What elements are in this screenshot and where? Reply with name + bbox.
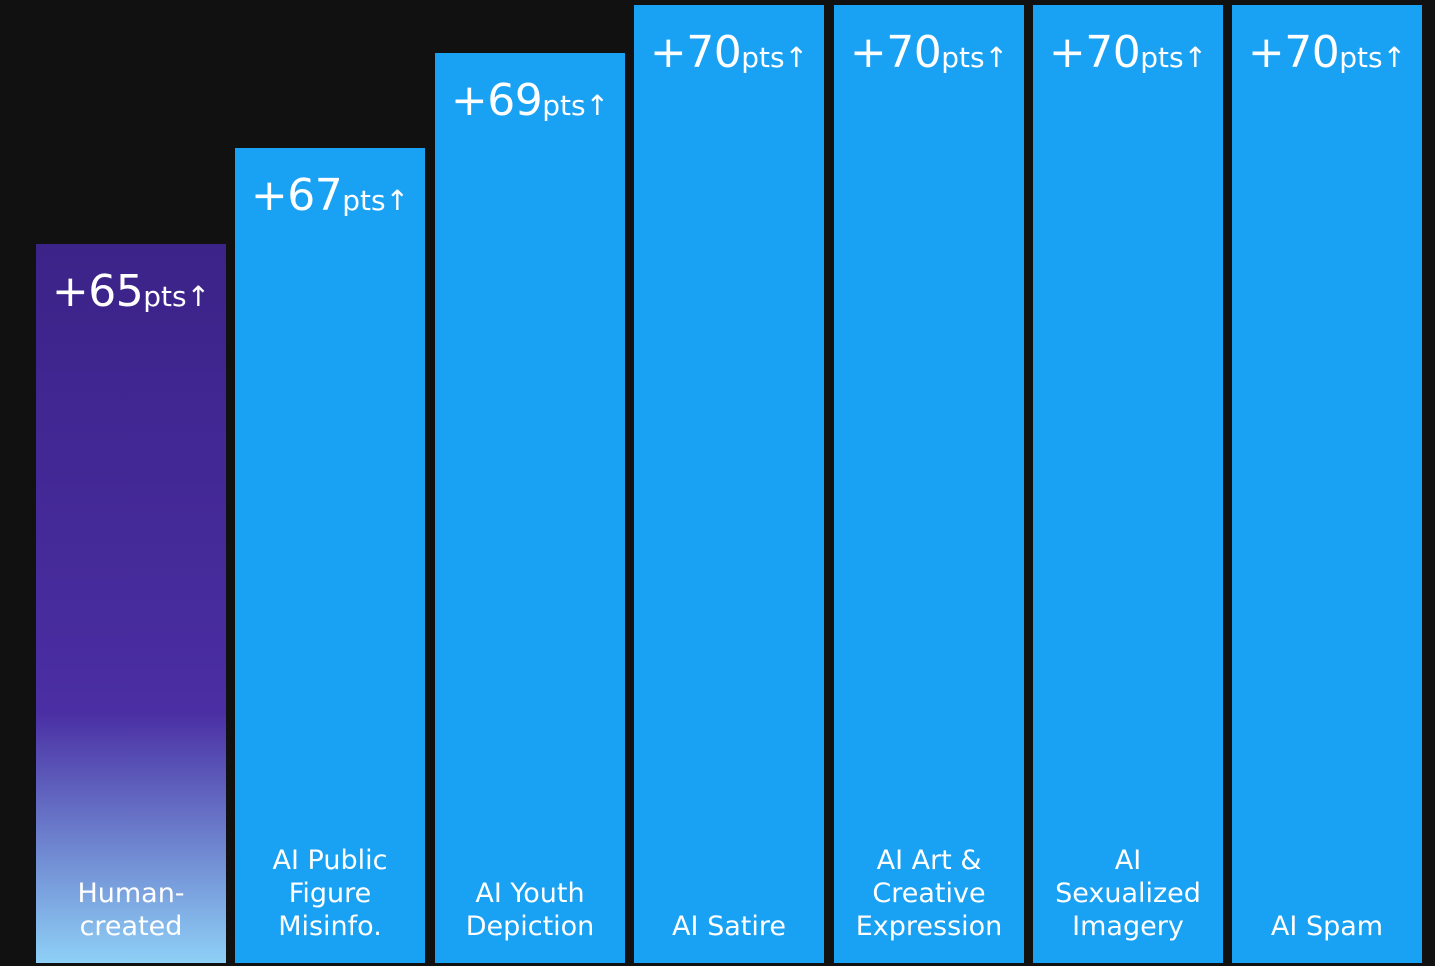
bar-value-unit: pts [342, 184, 386, 217]
bar-category-label: AI Youth Depiction [465, 878, 595, 942]
bar-0: +65pts↑ Human- created [36, 244, 226, 963]
bar-value-label: +69pts↑ [435, 75, 625, 126]
bar-value-label: +67pts↑ [235, 170, 425, 221]
bar-value-number: +70 [1048, 27, 1141, 78]
bar-6: +70pts↑ AI Spam [1232, 5, 1422, 963]
bar-category-label: AI Art & Creative Expression [855, 845, 1003, 942]
bar-value-number: +67 [250, 170, 343, 221]
bar-value-unit: pts [941, 41, 985, 74]
bar-value-number: +70 [1247, 27, 1340, 78]
bar-value-unit: pts [1140, 41, 1184, 74]
bar-value-label: +70pts↑ [834, 27, 1024, 78]
bar-value-unit: pts [741, 41, 785, 74]
bar-value-number: +69 [450, 75, 543, 126]
up-arrow-icon: ↑ [186, 280, 211, 313]
bar-category-label: Human- created [77, 878, 185, 942]
bar-value-unit: pts [1339, 41, 1383, 74]
bar-3: +70pts↑ AI Satire [634, 5, 824, 963]
bar-category-label: AI Spam [1270, 911, 1384, 942]
bar-1: +67pts↑ AI Public Figure Misinfo. [235, 148, 425, 963]
bar-4: +70pts↑ AI Art & Creative Expression [834, 5, 1024, 963]
up-arrow-icon: ↑ [385, 184, 410, 217]
bar-value-number: +65 [51, 266, 144, 317]
up-arrow-icon: ↑ [784, 41, 809, 74]
bar-value-label: +65pts↑ [36, 266, 226, 317]
bar-2: +69pts↑ AI Youth Depiction [435, 53, 625, 963]
up-arrow-icon: ↑ [585, 89, 610, 122]
bar-value-number: +70 [649, 27, 742, 78]
bar-value-unit: pts [143, 280, 187, 313]
up-arrow-icon: ↑ [1382, 41, 1407, 74]
bar-value-unit: pts [542, 89, 586, 122]
bar-value-label: +70pts↑ [634, 27, 824, 78]
bar-category-label: AI Satire [672, 911, 786, 942]
bar-value-label: +70pts↑ [1232, 27, 1422, 78]
bar-value-label: +70pts↑ [1033, 27, 1223, 78]
bar-category-label: AI Public Figure Misinfo. [272, 845, 388, 942]
up-arrow-icon: ↑ [984, 41, 1009, 74]
bar-5: +70pts↑ AI Sexualized Imagery [1033, 5, 1223, 963]
bar-category-label: AI Sexualized Imagery [1055, 845, 1201, 942]
up-arrow-icon: ↑ [1183, 41, 1208, 74]
bar-value-number: +70 [849, 27, 942, 78]
